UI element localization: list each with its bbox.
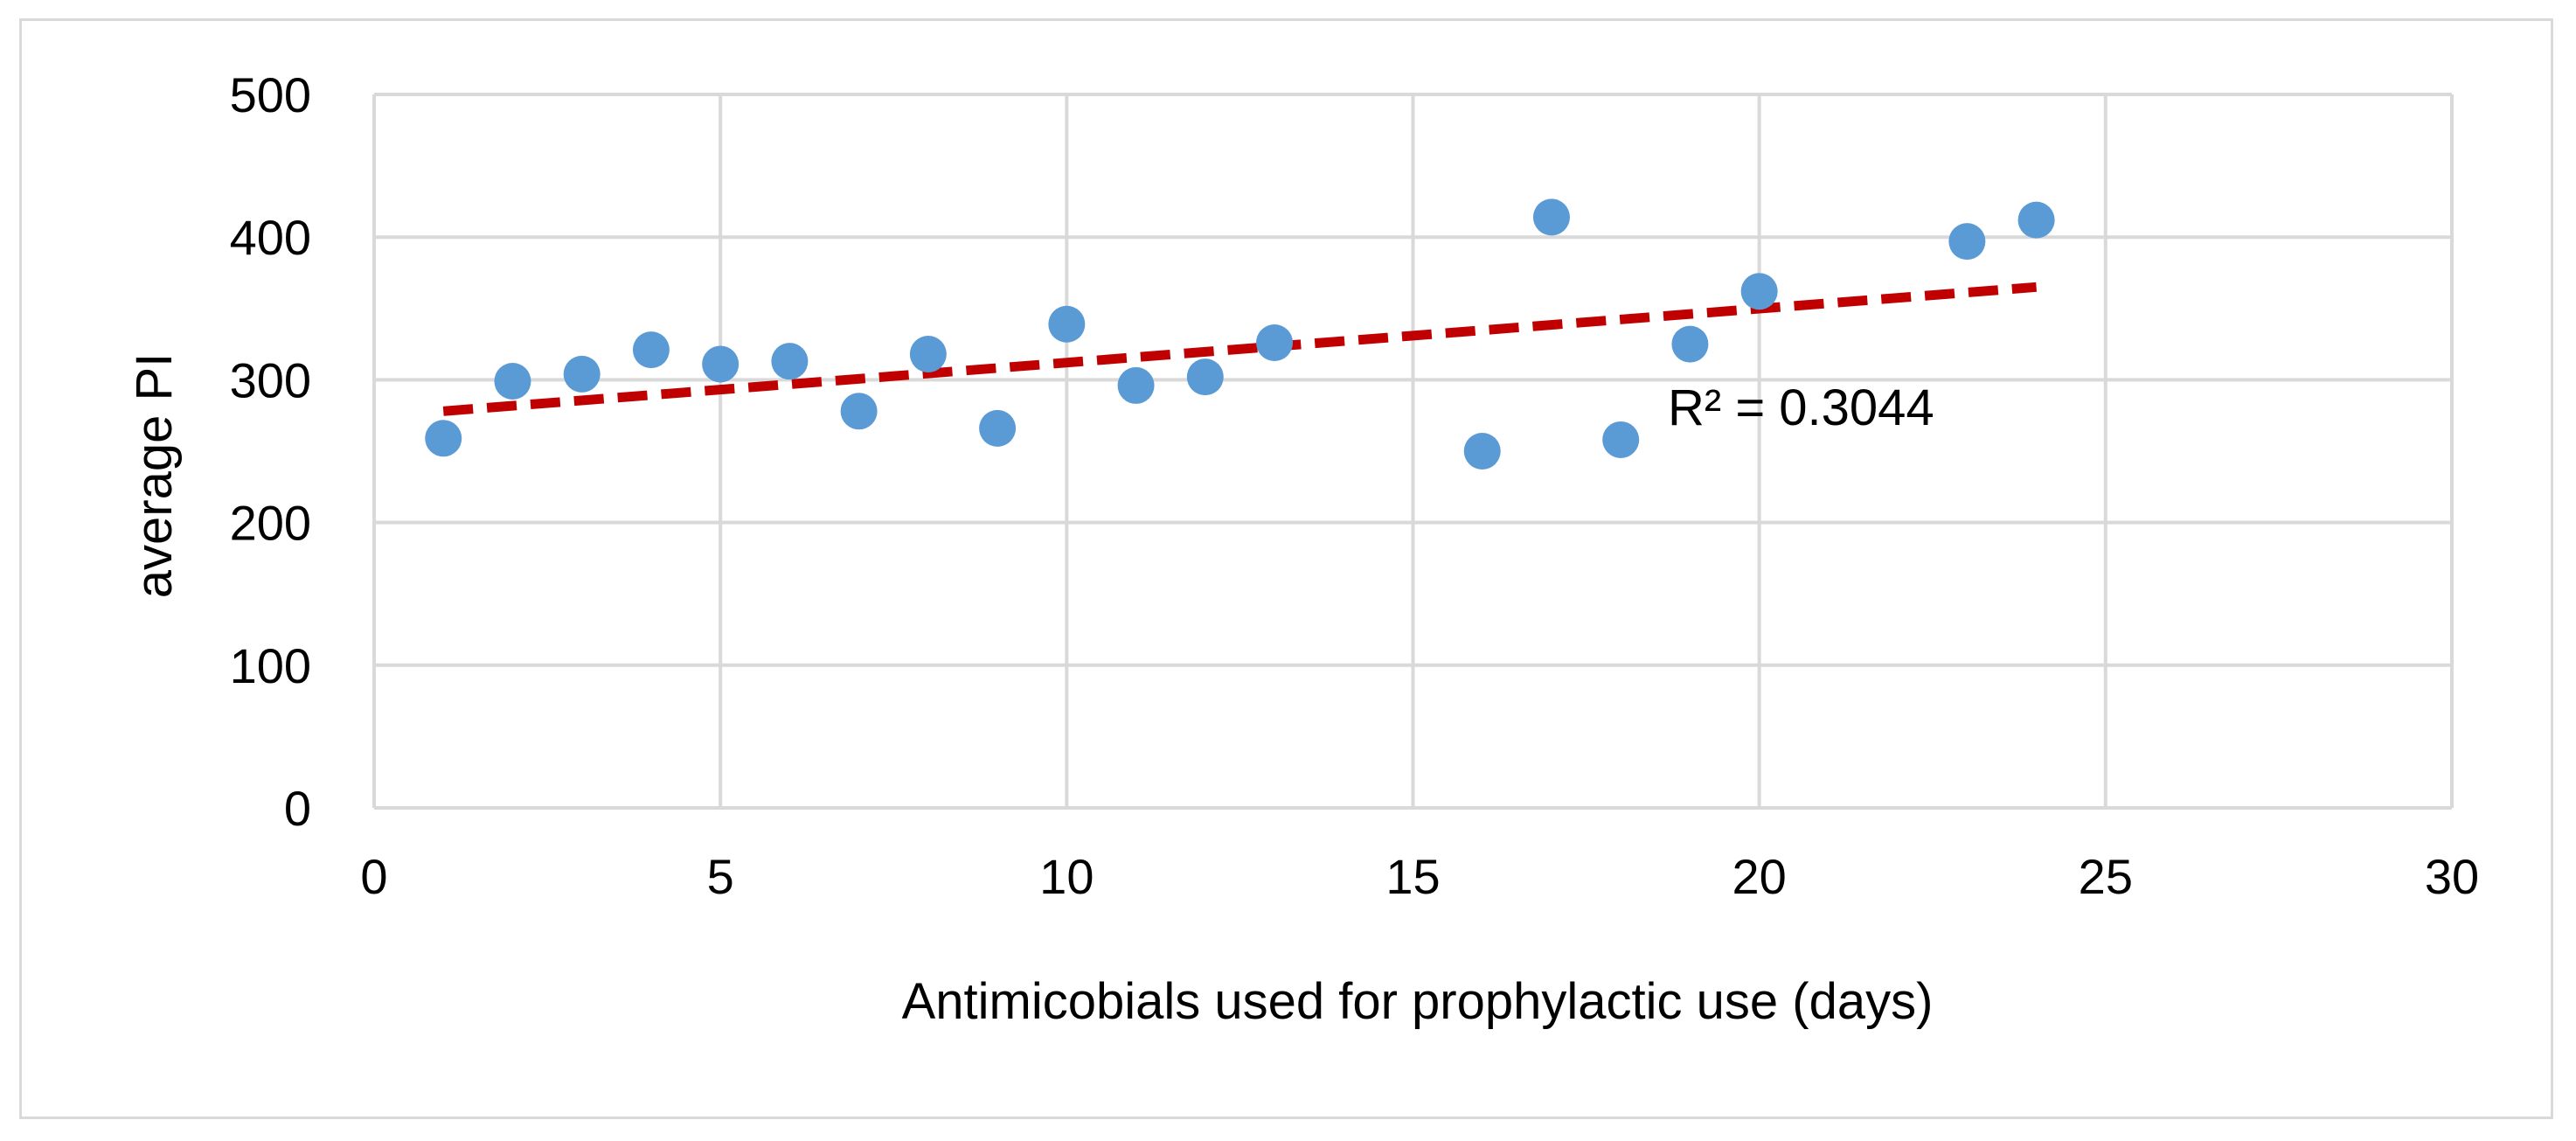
data-point — [1048, 305, 1086, 343]
data-point — [1186, 358, 1224, 396]
y-axis-title: average PI — [126, 353, 183, 599]
x-axis-title: Antimicobials used for prophylactic use … — [902, 973, 1934, 1030]
data-point — [563, 355, 601, 393]
data-point — [1463, 433, 1501, 470]
data-point — [909, 336, 947, 373]
grid-lines — [372, 93, 2454, 808]
data-point — [1256, 324, 1294, 361]
data-point — [771, 343, 809, 380]
data-point — [1532, 198, 1570, 236]
trendline — [442, 282, 2038, 416]
chart-frame — [19, 18, 2553, 1119]
data-point — [425, 420, 462, 457]
data-point — [1671, 325, 1709, 363]
x-tick-label: 25 — [2079, 849, 2133, 904]
x-tick-label: 5 — [707, 849, 734, 904]
data-point — [702, 345, 739, 383]
x-tick-label: 15 — [1385, 849, 1440, 904]
y-tick-label: 300 — [230, 352, 311, 407]
data-point — [1740, 273, 1778, 310]
y-tick-label: 200 — [230, 496, 311, 551]
data-point — [632, 331, 670, 369]
y-tick-label: 100 — [230, 638, 311, 693]
x-tick-label: 20 — [1732, 849, 1787, 904]
x-tick-label: 0 — [360, 849, 387, 904]
data-point — [979, 409, 1017, 447]
tick-labels: 0 100 200 300 400 500 0 5 10 15 20 25 30 — [230, 67, 2480, 904]
x-tick-label: 30 — [2425, 849, 2479, 904]
data-point — [2017, 201, 2055, 239]
data-points — [425, 198, 2055, 470]
data-point — [494, 363, 531, 400]
data-point — [840, 393, 878, 430]
data-point — [1948, 223, 1986, 261]
trendline-group — [442, 282, 2038, 416]
r-squared-annotation: R² = 0.3044 — [1668, 379, 1934, 436]
y-tick-label: 500 — [230, 67, 311, 122]
data-point — [1602, 421, 1640, 458]
x-tick-label: 10 — [1039, 849, 1094, 904]
y-tick-label: 0 — [284, 781, 311, 836]
data-point — [1117, 366, 1155, 404]
y-tick-label: 400 — [230, 210, 311, 265]
